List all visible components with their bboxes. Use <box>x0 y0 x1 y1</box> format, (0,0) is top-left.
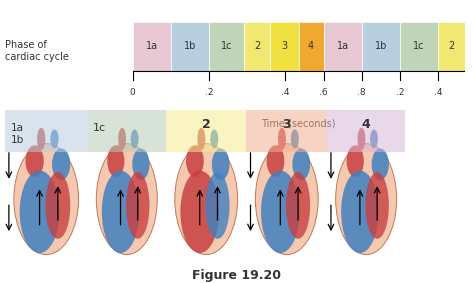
Ellipse shape <box>181 171 219 253</box>
Ellipse shape <box>357 128 365 150</box>
Ellipse shape <box>107 145 125 177</box>
Text: Phase of
cardiac cycle: Phase of cardiac cycle <box>5 40 69 62</box>
Bar <box>438 22 465 71</box>
Ellipse shape <box>46 172 70 239</box>
Ellipse shape <box>336 144 397 255</box>
Ellipse shape <box>205 172 229 239</box>
Ellipse shape <box>210 129 218 148</box>
Ellipse shape <box>14 144 79 255</box>
Ellipse shape <box>96 144 157 255</box>
Text: .4: .4 <box>281 88 290 97</box>
Ellipse shape <box>126 172 149 239</box>
Text: .8: .8 <box>357 88 366 97</box>
Text: 1a: 1a <box>337 41 349 52</box>
Bar <box>209 22 244 71</box>
Bar <box>171 22 209 71</box>
Ellipse shape <box>278 128 286 150</box>
Ellipse shape <box>341 171 379 253</box>
Ellipse shape <box>131 129 138 148</box>
Bar <box>166 110 246 152</box>
Ellipse shape <box>118 128 126 150</box>
Bar <box>5 110 88 152</box>
Text: 2: 2 <box>448 41 455 52</box>
Ellipse shape <box>212 148 229 180</box>
Ellipse shape <box>346 145 364 177</box>
Ellipse shape <box>266 145 284 177</box>
Ellipse shape <box>255 144 318 255</box>
Ellipse shape <box>197 128 205 150</box>
Text: 4: 4 <box>362 118 371 131</box>
Text: 1c: 1c <box>93 123 106 133</box>
Text: .6: .6 <box>319 88 328 97</box>
Bar <box>246 110 327 152</box>
Bar <box>270 22 299 71</box>
Text: 1a
1b: 1a 1b <box>10 123 24 145</box>
Ellipse shape <box>291 129 299 148</box>
Ellipse shape <box>52 148 70 180</box>
Ellipse shape <box>370 129 378 148</box>
Bar <box>299 22 323 71</box>
Text: 1b: 1b <box>374 41 387 52</box>
Text: 2: 2 <box>254 41 260 52</box>
Text: 3: 3 <box>282 41 288 52</box>
Ellipse shape <box>50 129 59 148</box>
Text: Figure 19.20: Figure 19.20 <box>192 269 282 282</box>
Text: 3: 3 <box>283 118 291 131</box>
Bar <box>327 110 405 152</box>
Ellipse shape <box>286 172 310 239</box>
Text: 1c: 1c <box>413 41 425 52</box>
Ellipse shape <box>186 145 204 177</box>
Bar <box>362 22 400 71</box>
Ellipse shape <box>132 148 149 180</box>
Text: 1a: 1a <box>146 41 158 52</box>
Text: .2: .2 <box>205 88 213 97</box>
Text: 2: 2 <box>202 118 210 131</box>
Ellipse shape <box>19 171 60 253</box>
Ellipse shape <box>102 171 139 253</box>
Bar <box>400 22 438 71</box>
Ellipse shape <box>372 148 389 180</box>
Ellipse shape <box>292 148 310 180</box>
Bar <box>244 22 270 71</box>
Ellipse shape <box>26 145 44 177</box>
Text: .4: .4 <box>434 88 442 97</box>
Text: .2: .2 <box>396 88 404 97</box>
Ellipse shape <box>261 171 300 253</box>
Ellipse shape <box>365 172 389 239</box>
Text: Time (seconds): Time (seconds) <box>261 118 336 128</box>
Bar <box>88 110 166 152</box>
Bar <box>133 22 171 71</box>
Text: 1c: 1c <box>221 41 232 52</box>
Text: 4: 4 <box>308 41 314 52</box>
Text: 1b: 1b <box>184 41 196 52</box>
Ellipse shape <box>175 144 237 255</box>
Bar <box>323 22 362 71</box>
Ellipse shape <box>37 128 46 150</box>
Text: 0: 0 <box>130 88 136 97</box>
